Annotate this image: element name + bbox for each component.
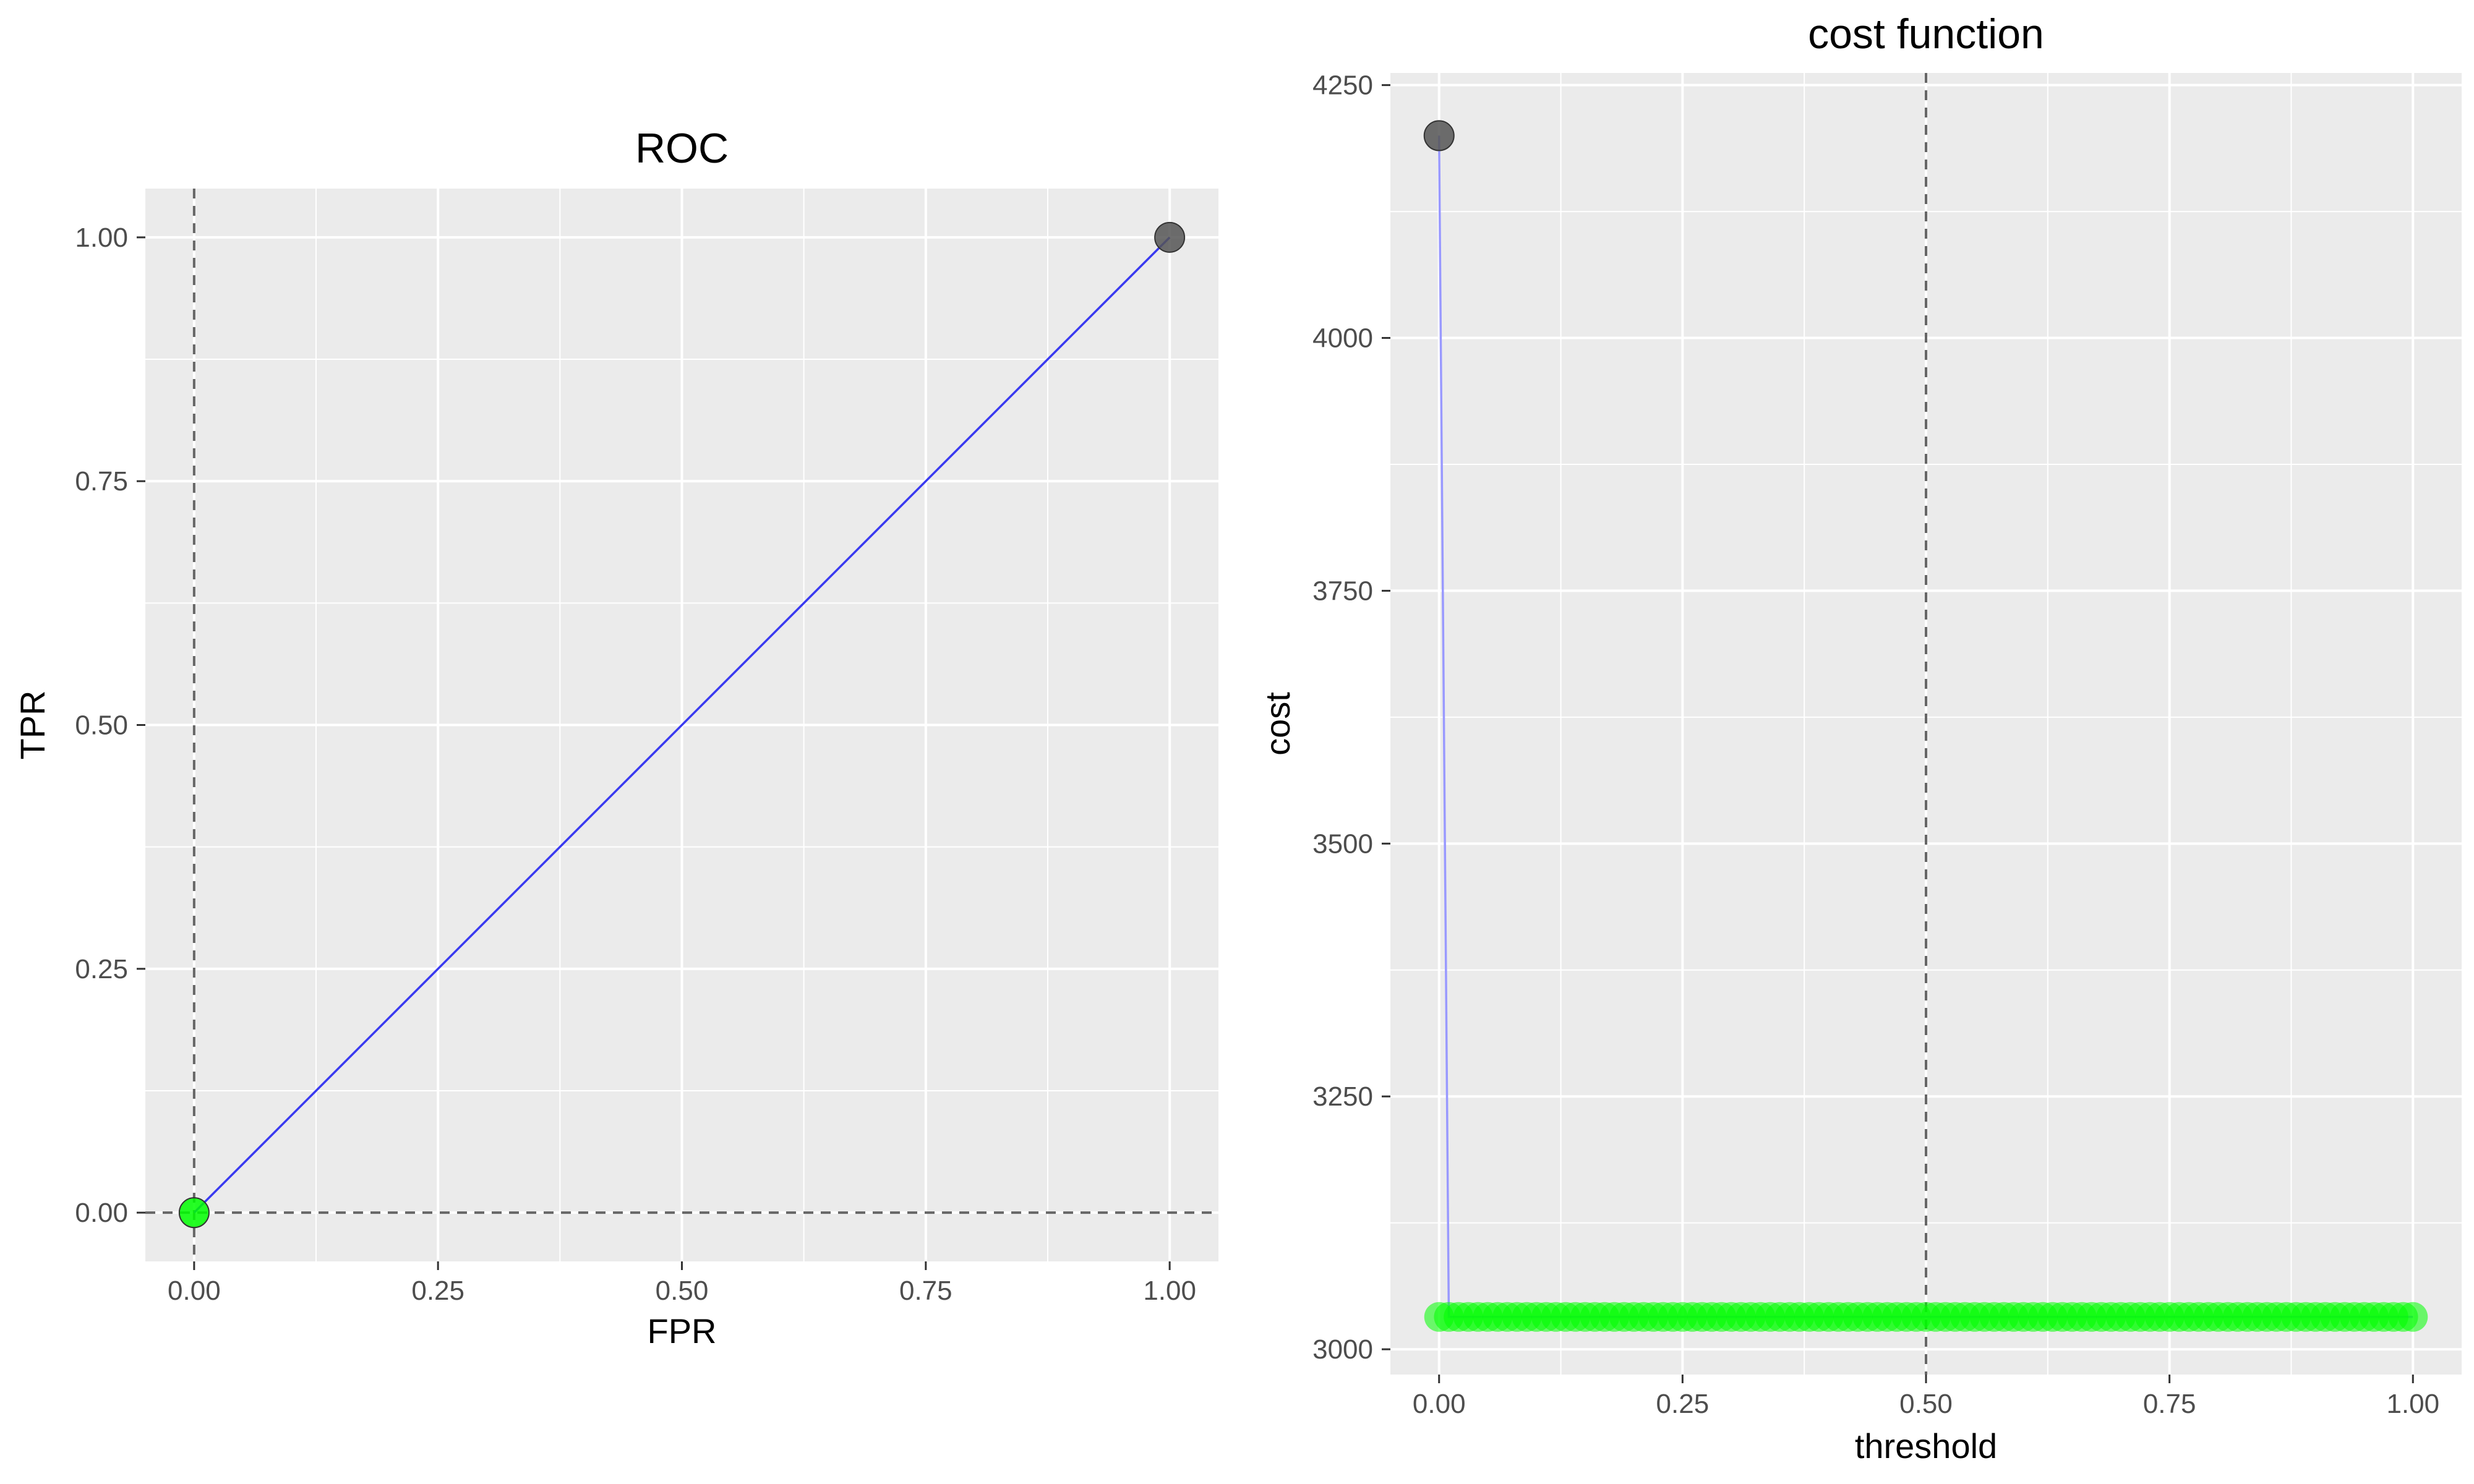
y-tick-label: 0.25 bbox=[75, 954, 128, 984]
roc-chart: 0.00 0.25 0.50 0.75 1.00 0.00 0.25 0.50 0.75 1.00… bbox=[13, 125, 1218, 1350]
x-tick-label: 0.50 bbox=[656, 1276, 709, 1306]
data-point bbox=[1423, 120, 1455, 151]
x-tick-label: 1.00 bbox=[1143, 1276, 1196, 1306]
data-point bbox=[1154, 221, 1186, 253]
cost-function-chart: 0.00 0.25 0.50 0.75 1.00 3000 3250 3500 3750 4000… bbox=[1258, 11, 2462, 1465]
y-tick-label: 3750 bbox=[1312, 576, 1373, 606]
x-tick-label: 0.75 bbox=[2143, 1389, 2196, 1419]
data-point bbox=[2398, 1302, 2428, 1332]
x-tick-label: 0.75 bbox=[899, 1276, 952, 1306]
x-tick-label: 0.00 bbox=[168, 1276, 221, 1306]
x-tick-label: 0.25 bbox=[411, 1276, 464, 1306]
chart-title: cost function bbox=[1808, 11, 2044, 58]
y-tick-label: 3500 bbox=[1312, 829, 1373, 859]
y-tick-label: 4250 bbox=[1312, 70, 1373, 101]
x-tick-label: 0.50 bbox=[1899, 1389, 1953, 1419]
x-axis-label: threshold bbox=[1855, 1426, 1997, 1465]
x-tick-label: 0.25 bbox=[1656, 1389, 1710, 1419]
y-tick-label: 0.00 bbox=[75, 1198, 128, 1228]
data-point bbox=[178, 1197, 210, 1229]
y-axis-label: cost bbox=[1258, 692, 1297, 756]
x-axis-label: FPR bbox=[648, 1311, 717, 1350]
y-tick-label: 1.00 bbox=[75, 223, 128, 253]
series-line bbox=[193, 236, 1171, 1214]
y-tick-label: 0.75 bbox=[75, 466, 128, 497]
x-tick-label: 1.00 bbox=[2386, 1389, 2439, 1419]
chart-title: ROC bbox=[635, 125, 729, 172]
y-tick-label: 3250 bbox=[1312, 1081, 1373, 1112]
y-tick-label: 3000 bbox=[1312, 1334, 1373, 1365]
y-tick-label: 4000 bbox=[1312, 323, 1373, 354]
x-tick-label: 0.00 bbox=[1413, 1389, 1466, 1419]
y-tick-label: 0.50 bbox=[75, 710, 128, 741]
y-axis-label: TPR bbox=[13, 691, 52, 760]
